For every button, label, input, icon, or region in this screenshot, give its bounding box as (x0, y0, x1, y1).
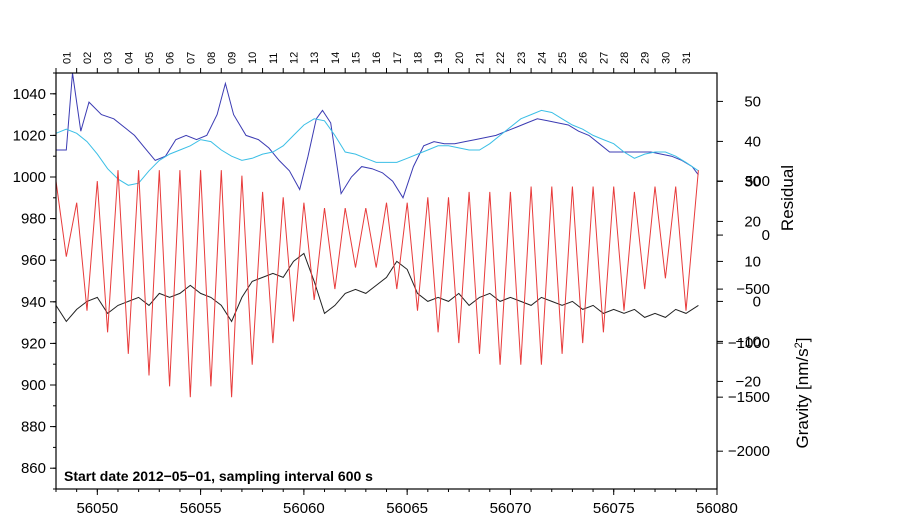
residual-tick-label: 20 (744, 213, 761, 230)
residual-tick-label: 50 (744, 93, 761, 110)
top-tick-label: 03 (103, 52, 115, 64)
gravity-label-main: Gravity [nm/s (793, 348, 812, 448)
top-tick-label: 25 (557, 52, 569, 64)
left-tick-label: 1040 (13, 86, 46, 103)
series-residual (55, 252, 699, 323)
left-tick-label: 1020 (13, 127, 46, 144)
gravity-label-sup: 2 (793, 342, 805, 348)
top-tick-label: 22 (495, 52, 507, 64)
top-tick-label: 17 (392, 52, 404, 64)
left-tick-label: 940 (21, 294, 46, 311)
bottom-axis: 56050 56055 56060 56065 56070 56075 56080 (55, 489, 738, 517)
top-tick-label: 19 (433, 52, 445, 64)
series-pressure (56, 72, 699, 199)
top-tick-label: 08 (206, 52, 218, 64)
top-axis: 01 02 03 04 05 06 07 08 09 10 11 12 13 14 15 16 17 18 19 20… (55, 52, 693, 73)
top-tick-label: 13 (309, 52, 321, 64)
left-tick-label: 960 (21, 252, 46, 269)
top-tick-label: 11 (268, 53, 280, 64)
gravity-label-end: ] (793, 338, 812, 343)
series-pressure-smoothed (55, 109, 699, 186)
top-tick-label: 04 (123, 52, 135, 64)
top-tick-label: 24 (536, 52, 548, 64)
gravity-tick-label: 500 (745, 173, 770, 190)
left-tick-label: 860 (21, 460, 46, 477)
series-layer (55, 72, 699, 398)
annotation: Start date 2012−05−01, sampling interval… (64, 468, 373, 484)
top-tick-label: 15 (351, 52, 363, 64)
left-tick-label: 900 (21, 377, 46, 394)
series-gravity (55, 170, 699, 398)
residual-tick-label: 10 (744, 253, 761, 270)
top-tick-label: 16 (371, 52, 383, 64)
left-axis: 860 880 900 920 940 960 980 1000 1020 1040 (13, 72, 56, 490)
left-tick-label: 920 (21, 335, 46, 352)
top-tick-label: 21 (474, 52, 486, 64)
bottom-tick-label: 56055 (180, 500, 222, 517)
top-tick-label: 10 (247, 52, 259, 64)
gravity-tick-label: 0 (762, 227, 770, 244)
bottom-tick-label: 56080 (696, 500, 738, 517)
top-tick-label: 23 (516, 52, 528, 64)
top-tick-label: 27 (598, 52, 610, 64)
residual-axis-label: Residual (778, 165, 797, 231)
residual-tick-label: −20 (736, 373, 761, 390)
top-tick-label: 28 (619, 52, 631, 64)
top-tick-label: 05 (144, 52, 156, 64)
plot-frame (55, 72, 718, 490)
residual-tick-label: 30 (744, 173, 761, 190)
top-tick-label: 06 (165, 52, 177, 64)
top-tick-label: 31 (681, 52, 693, 64)
bottom-tick-label: 56075 (593, 500, 635, 517)
top-tick-label: 01 (61, 52, 73, 64)
top-tick-label: 12 (289, 52, 301, 64)
top-tick-label: 18 (412, 52, 424, 64)
bottom-tick-label: 56070 (490, 500, 532, 517)
bottom-tick-label: 56050 (76, 500, 118, 517)
residual-tick-label: −10 (736, 333, 761, 350)
residual-tick-label: 40 (744, 133, 761, 150)
top-tick-label: 02 (82, 52, 94, 64)
gravity-tick-label: −1000 (728, 335, 770, 352)
top-tick-label: 29 (640, 52, 652, 64)
bottom-tick-label: 56060 (283, 500, 325, 517)
gravity-tick-label: −500 (736, 281, 770, 298)
top-tick-label: 14 (330, 52, 342, 64)
gravity-tick-label: −2000 (728, 443, 770, 460)
top-tick-label: 20 (454, 52, 466, 64)
residual-tick-label: 0 (753, 293, 761, 310)
top-tick-label: 26 (578, 52, 590, 64)
left-tick-label: 1000 (13, 169, 46, 186)
bottom-tick-label: 56065 (386, 500, 428, 517)
top-tick-label: 30 (660, 52, 672, 64)
gravity-axis-label: Gravity [nm/s2] (793, 338, 812, 449)
top-tick-label: 09 (227, 52, 239, 64)
left-tick-label: 980 (21, 211, 46, 228)
top-tick-label: 07 (185, 52, 197, 64)
left-tick-label: 880 (21, 419, 46, 436)
gravity-tick-label: −1500 (728, 389, 770, 406)
